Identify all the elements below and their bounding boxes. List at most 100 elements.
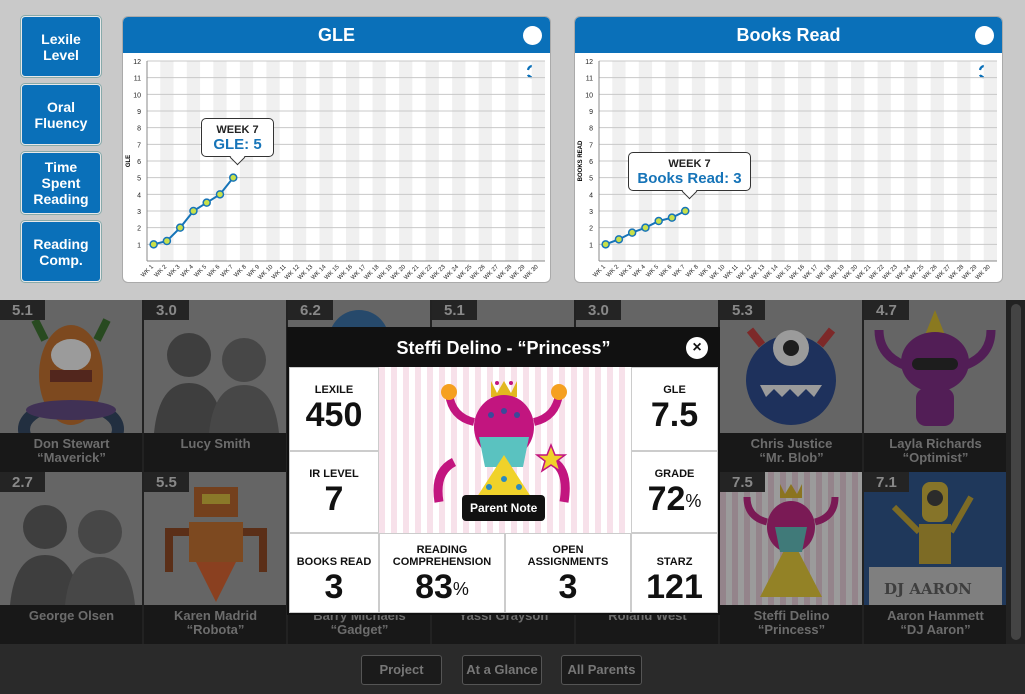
student-nickname: “Gadget” <box>330 622 389 637</box>
chart-tooltip: WEEK 7 GLE: 5 <box>201 118 274 157</box>
starz-stat: STARZ 121 <box>631 533 718 613</box>
stat-value: 121 <box>646 568 703 606</box>
parent-note-button[interactable]: Parent Note <box>462 495 546 521</box>
student-caption: Steffi Delino “Princess” <box>720 605 862 644</box>
data-point[interactable] <box>162 236 172 246</box>
data-point[interactable] <box>654 216 663 226</box>
stat-value: 3 <box>558 568 578 606</box>
y-tick-label: 4 <box>137 192 141 199</box>
books-read-stat: BOOKS READ 3 <box>289 533 379 613</box>
all-parents-button[interactable]: All Parents <box>561 655 642 685</box>
x-tick-label: WK 8 <box>233 264 248 279</box>
gle-chart-panel: GLE 1 2 3 4 5 6 7 8 9 10 11 12 GLE WK 1 WK 2 WK 3 WK 4 WK… <box>122 16 551 283</box>
student-card[interactable]: 7.5 Steffi Delino “Princess” <box>720 472 863 644</box>
x-tick-label: WK 8 <box>685 264 700 279</box>
open-assignments-stat: OPEN ASSIGNMENTS 3 <box>505 533 631 613</box>
data-point[interactable] <box>175 223 185 232</box>
x-tick-label: WK 7 <box>672 264 687 279</box>
avatar <box>144 300 286 433</box>
student-caption: Karen Madrid “Robota” <box>144 605 286 644</box>
project-button[interactable]: Project <box>361 655 442 685</box>
y-tick-label: 7 <box>589 142 593 149</box>
data-point[interactable] <box>149 240 158 249</box>
close-icon[interactable]: × <box>686 337 708 359</box>
y-tick-label: 4 <box>589 192 593 199</box>
x-tick-label: WK 30 <box>523 264 540 281</box>
refresh-icon[interactable] <box>975 26 994 79</box>
stat-label: GRADE <box>654 468 695 480</box>
student-caption: Lucy Smith <box>144 433 286 472</box>
modal-header: Steffi Delino - “Princess” × <box>289 329 718 367</box>
student-card[interactable]: 4.7 Layla Richards “Optimist” <box>864 300 1007 472</box>
panel-title: Books Read <box>736 25 841 45</box>
scrollbar-thumb[interactable] <box>1011 304 1021 640</box>
tooltip-week: WEEK 7 <box>668 158 711 170</box>
student-card[interactable]: 3.0 Lucy Smith <box>144 300 287 472</box>
tooltip-week: WEEK 7 <box>216 124 259 136</box>
student-score: 3.0 <box>576 300 621 320</box>
student-score: 6.2 <box>288 300 333 320</box>
refresh-icon[interactable] <box>523 26 542 79</box>
student-card[interactable]: 5.1 Don Stewart “Maverick” <box>0 300 143 472</box>
student-caption: Aaron Hammett “DJ Aaron” <box>864 605 1006 644</box>
y-tick-label: 5 <box>137 176 141 183</box>
x-tick-label: WK 5 <box>193 264 208 279</box>
oral-fluency-button[interactable]: Oral Fluency <box>21 84 101 145</box>
avatar <box>720 300 862 433</box>
student-name: George Olsen <box>28 608 115 623</box>
at-a-glance-button[interactable]: At a Glance <box>462 655 542 685</box>
time-spent-reading-button[interactable]: Time Spent Reading <box>21 152 101 214</box>
y-tick-label: 5 <box>589 176 593 183</box>
student-nickname: “Optimist” <box>902 450 969 465</box>
panel-header: GLE <box>123 17 550 79</box>
student-score: 7.1 <box>864 472 909 492</box>
student-name: Lucy Smith <box>180 436 251 451</box>
reading-comp-button[interactable]: Reading Comp. <box>21 221 101 282</box>
x-tick-label: WK 2 <box>606 264 621 279</box>
x-tick-label: WK 1 <box>140 264 155 279</box>
lexile-level-button[interactable]: Lexile Level <box>21 16 101 77</box>
stat-value: 83% <box>380 568 504 606</box>
student-detail-modal: Steffi Delino - “Princess” × LEXILE 450 … <box>287 327 720 615</box>
grid-scrollbar[interactable] <box>1007 300 1025 644</box>
x-tick-label: WK 6 <box>659 264 674 279</box>
lexile-stat: LEXILE 450 <box>289 367 379 451</box>
percent-sign: % <box>685 491 702 511</box>
data-point[interactable] <box>680 206 690 216</box>
student-card[interactable]: 5.3 Chris Justice “Mr. Blob” <box>720 300 863 472</box>
x-tick-label: WK 2 <box>154 264 169 279</box>
x-tick-label: WK 3 <box>167 264 182 279</box>
data-point[interactable] <box>601 240 610 249</box>
data-point[interactable] <box>667 213 677 222</box>
student-card[interactable]: 5.5 Karen Madrid “Robota” <box>144 472 287 644</box>
data-point[interactable] <box>228 173 238 182</box>
student-nickname: “Princess” <box>757 622 826 637</box>
data-point[interactable] <box>627 228 637 237</box>
data-point[interactable] <box>215 190 225 199</box>
student-score: 5.1 <box>0 300 45 320</box>
y-tick-label: 3 <box>137 209 141 216</box>
student-card[interactable]: DJ AARON 7.1 Aaron Hammett “DJ Aaron” <box>864 472 1007 644</box>
data-point[interactable] <box>189 206 198 216</box>
x-tick-label: WK 4 <box>632 264 647 279</box>
data-point[interactable] <box>614 235 624 244</box>
y-tick-label: 11 <box>134 76 141 83</box>
modal-title: Steffi Delino - “Princess” <box>396 338 611 358</box>
data-point[interactable] <box>202 198 211 207</box>
stat-value: 72% <box>632 480 717 518</box>
data-point[interactable] <box>641 223 650 232</box>
stat-label: STARZ <box>656 556 693 568</box>
books-read-chart-panel: Books Read 1 2 3 4 5 6 7 8 9 10 11 12 BOOKS READ WK 1… <box>574 16 1003 283</box>
stat-value: 450 <box>305 396 363 434</box>
x-tick-label: WK 4 <box>180 264 195 279</box>
stat-value: 7.5 <box>650 396 699 434</box>
x-tick-label: WK 3 <box>619 264 634 279</box>
stat-value: 7 <box>324 480 344 518</box>
tooltip-value: Books Read: 3 <box>637 170 742 187</box>
student-card[interactable]: 2.7 George Olsen <box>0 472 143 644</box>
stat-label: GLE <box>663 384 686 396</box>
y-tick-label: 11 <box>586 76 593 83</box>
student-caption: Chris Justice “Mr. Blob” <box>720 433 862 472</box>
